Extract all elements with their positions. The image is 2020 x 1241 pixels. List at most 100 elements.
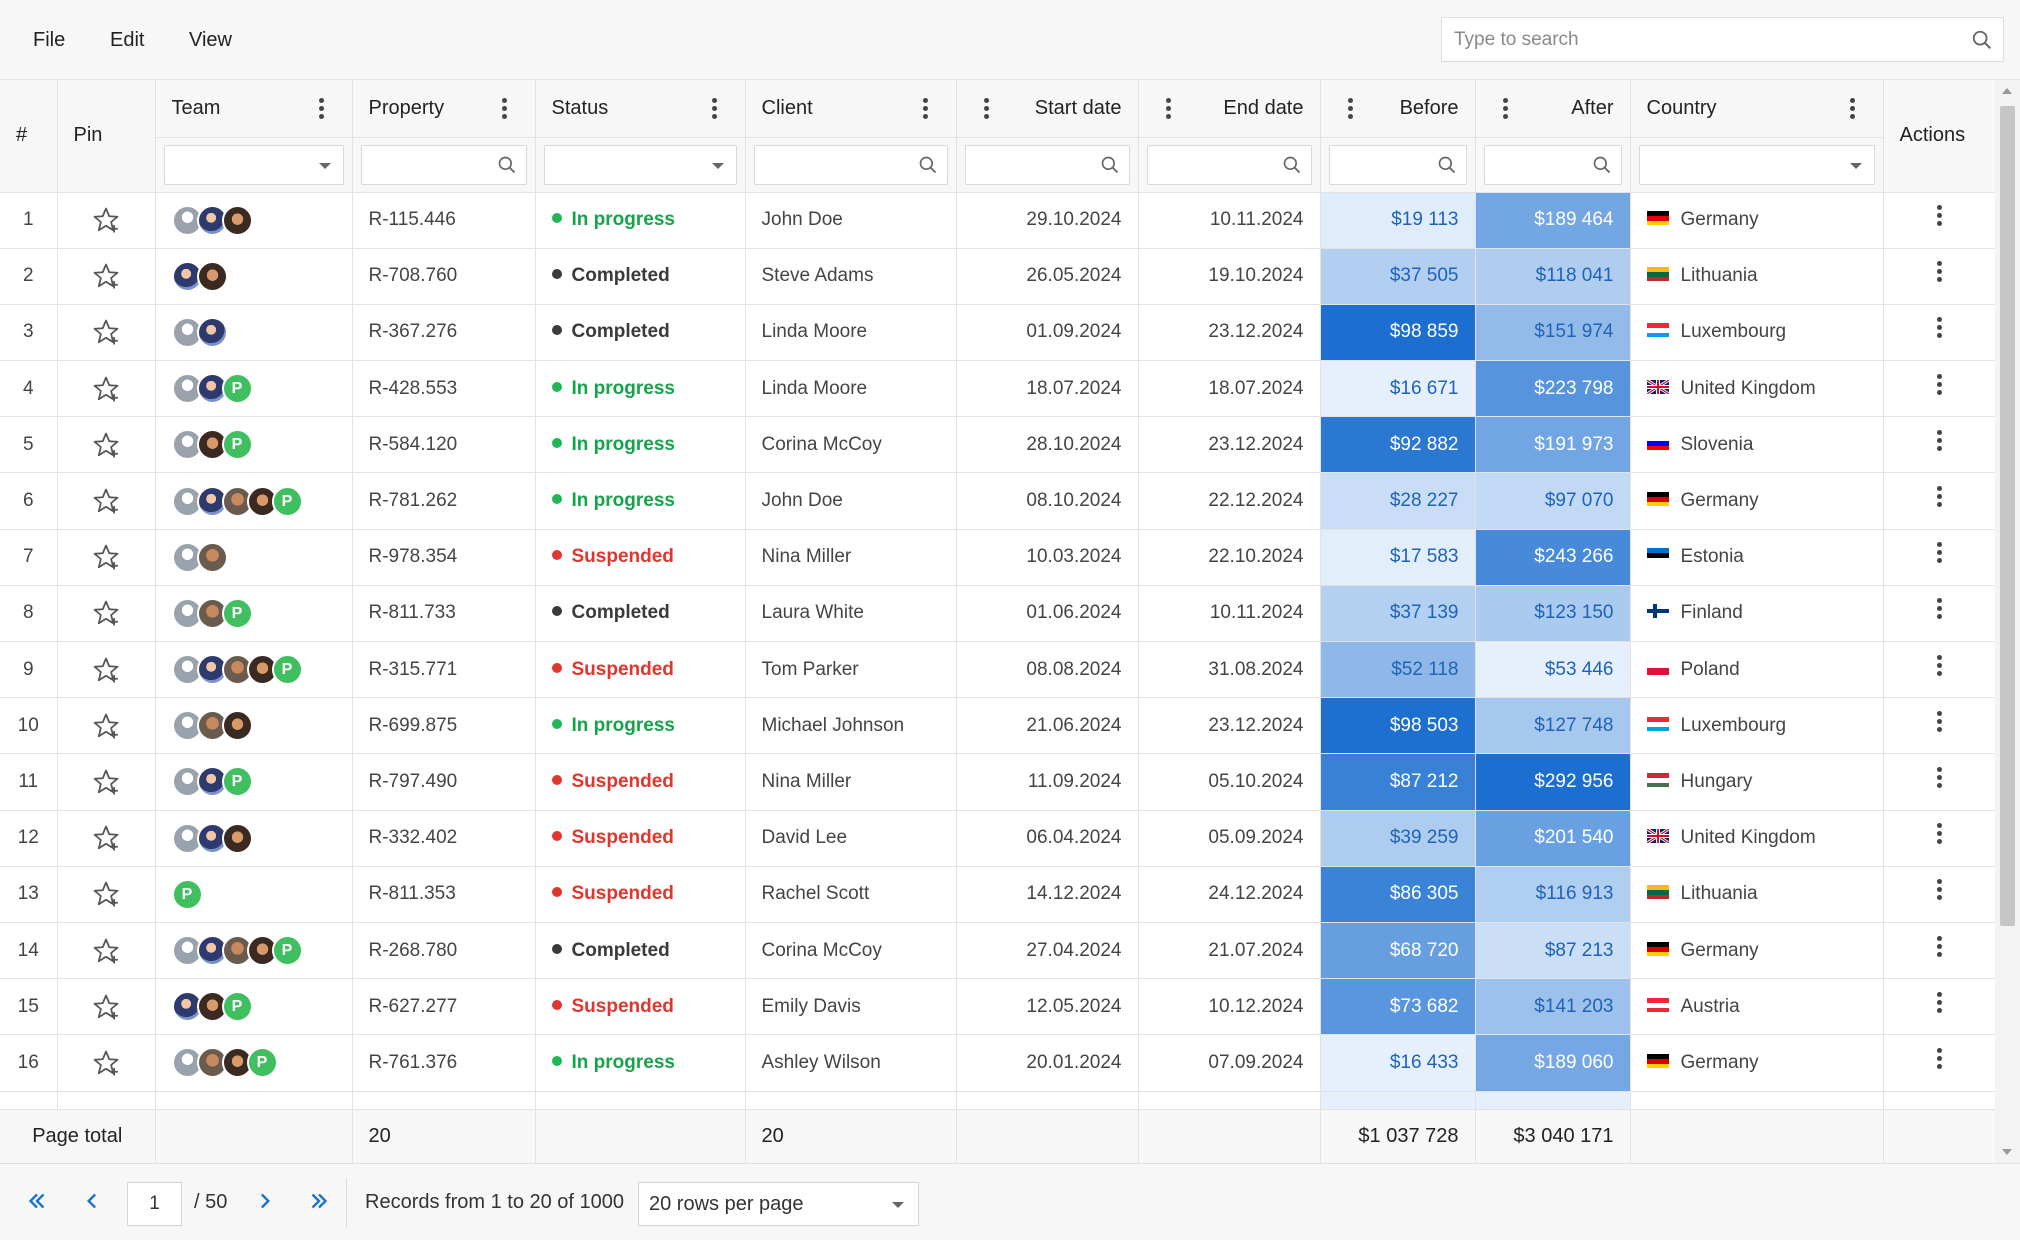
row-actions-icon[interactable]: [1935, 766, 1943, 791]
after-menu-icon[interactable]: [1502, 98, 1510, 120]
row-actions-icon[interactable]: [1935, 823, 1943, 847]
row-actions-icon[interactable]: [1935, 654, 1943, 679]
end-date-filter-input[interactable]: [1146, 144, 1312, 185]
row-actions-icon[interactable]: [1935, 879, 1943, 903]
end-date-menu-icon[interactable]: [1165, 98, 1173, 120]
search-icon[interactable]: [1971, 29, 1993, 51]
pin-star-icon[interactable]: [91, 374, 121, 404]
client-filter-input[interactable]: [753, 144, 948, 185]
row-actions-icon[interactable]: [1935, 991, 1943, 1016]
next-page-icon[interactable]: [251, 1188, 277, 1214]
pin-star-icon[interactable]: [91, 936, 121, 966]
table-row[interactable]: 5 P R-584.120 In progress Corina McCoy 28.10.…: [0, 416, 1995, 474]
col-header-after[interactable]: After: [1475, 80, 1631, 138]
pin-star-icon[interactable]: [91, 992, 121, 1022]
after-filter-input[interactable]: [1483, 144, 1622, 185]
flag-at-icon: [1646, 997, 1669, 1012]
row-actions-icon[interactable]: [1935, 598, 1943, 622]
menu-view[interactable]: View: [189, 29, 232, 51]
pin-star-icon[interactable]: [91, 205, 121, 235]
row-index: 2: [0, 248, 58, 305]
menu-edit[interactable]: Edit: [110, 29, 145, 51]
property-filter-input[interactable]: [360, 144, 527, 185]
actions-cell: [1883, 360, 1995, 418]
col-header-start-date[interactable]: Start date: [956, 80, 1139, 138]
after-cell: $123 150: [1475, 585, 1631, 643]
scroll-down-icon[interactable]: [2002, 1149, 2012, 1155]
start-date-menu-icon[interactable]: [983, 98, 991, 120]
pin-star-icon[interactable]: [91, 542, 121, 572]
first-page-icon[interactable]: [24, 1188, 50, 1214]
menu-file[interactable]: File: [33, 29, 66, 51]
start-date-filter-input[interactable]: [964, 144, 1130, 185]
country-menu-icon[interactable]: [1849, 98, 1857, 120]
pin-star-icon[interactable]: [91, 655, 121, 685]
pin-star-icon[interactable]: [91, 317, 121, 347]
table-row[interactable]: 14 P R-268.780 Completed Corina McCoy 27.04.2…: [0, 922, 1995, 980]
team-cell: [155, 810, 353, 867]
table-row[interactable]: 9 P R-315.771 Suspended Tom Parker 08.08.2024…: [0, 641, 1995, 699]
team-menu-icon[interactable]: [318, 98, 326, 120]
scrollbar-thumb[interactable]: [2000, 106, 2015, 926]
row-actions-icon[interactable]: [1935, 317, 1943, 341]
col-header-team[interactable]: Team: [155, 80, 353, 138]
before-menu-icon[interactable]: [1347, 98, 1355, 120]
table-row[interactable]: 13 P R-811.353 Suspended Rachel Scott 14.12.2…: [0, 866, 1995, 923]
property-menu-icon[interactable]: [501, 98, 509, 120]
pin-star-icon[interactable]: [91, 430, 121, 460]
table-row[interactable]: 11 P R-797.490 Suspended Nina Miller 11.09.20…: [0, 753, 1995, 811]
col-header-status[interactable]: Status: [535, 80, 746, 138]
table-row[interactable]: 4 P R-428.553 In progress Linda Moore 18.07.2…: [0, 360, 1995, 418]
pin-star-icon[interactable]: [91, 767, 121, 797]
col-header-country[interactable]: Country: [1630, 80, 1884, 138]
col-header-property[interactable]: Property: [352, 80, 536, 138]
actions-cell: [1883, 697, 1995, 755]
table-row[interactable]: 8 P R-811.733 Completed Laura White 01.06.202…: [0, 585, 1995, 643]
status-filter-select[interactable]: [543, 144, 737, 185]
previous-page-icon[interactable]: [80, 1188, 106, 1214]
last-page-icon[interactable]: [306, 1188, 332, 1214]
row-actions-icon[interactable]: [1935, 542, 1943, 566]
pin-star-icon[interactable]: [91, 879, 121, 909]
status-cell: Suspended: [535, 753, 746, 811]
pin-star-icon[interactable]: [91, 486, 121, 516]
table-row[interactable]: 7 R-978.354 Suspended Nina Miller 10.03.2024…: [0, 529, 1995, 586]
search-input[interactable]: [1442, 18, 1942, 61]
row-actions-icon[interactable]: [1935, 1047, 1943, 1072]
row-actions-icon[interactable]: [1935, 373, 1943, 398]
rows-per-page-select[interactable]: 20 rows per page: [638, 1182, 919, 1226]
pin-star-icon[interactable]: [91, 823, 121, 853]
table-row[interactable]: 10 R-699.875 In progress Michael Johnson 21.…: [0, 697, 1995, 755]
client-menu-icon[interactable]: [922, 98, 930, 120]
col-header-client[interactable]: Client: [745, 80, 957, 138]
status-menu-icon[interactable]: [711, 98, 719, 120]
row-actions-icon[interactable]: [1935, 205, 1943, 229]
row-actions-icon[interactable]: [1935, 486, 1943, 510]
row-actions-icon[interactable]: [1935, 429, 1943, 454]
client-cell: Emily Davis: [745, 978, 957, 1036]
country-filter-select[interactable]: [1638, 144, 1875, 185]
pin-star-icon[interactable]: [91, 1048, 121, 1078]
table-row[interactable]: 6 P R-781.262 In progress John Doe 08.10.2024…: [0, 472, 1995, 530]
table-row[interactable]: 2 R-708.760 Completed Steve Adams 26.05.2024…: [0, 248, 1995, 305]
footer-start: [956, 1108, 1139, 1163]
page-number-input[interactable]: [127, 1182, 182, 1226]
pin-star-icon[interactable]: [91, 598, 121, 628]
before-filter-input[interactable]: [1328, 144, 1467, 185]
pin-star-icon[interactable]: [91, 711, 121, 741]
pin-star-icon[interactable]: [91, 261, 121, 291]
team-filter-select[interactable]: [163, 144, 344, 185]
table-row[interactable]: 16 P R-761.376 In progress Ashley Wilson 20.0…: [0, 1034, 1995, 1092]
row-actions-icon[interactable]: [1935, 935, 1943, 960]
col-header-end-date[interactable]: End date: [1138, 80, 1321, 138]
scroll-up-icon[interactable]: [2002, 88, 2012, 94]
row-actions-icon[interactable]: [1935, 261, 1943, 285]
row-actions-icon[interactable]: [1935, 710, 1943, 735]
table-row[interactable]: 1 R-115.446 In progress John Doe 29.10.2024 1…: [0, 192, 1995, 249]
table-row[interactable]: 3 R-367.276 Completed Linda Moore 01.09.2024…: [0, 304, 1995, 362]
status-dot-icon: [551, 943, 562, 954]
col-header-before[interactable]: Before: [1320, 80, 1476, 138]
table-row[interactable]: 12 R-332.402 Suspended David Lee 06.04.2024 0…: [0, 810, 1995, 867]
table-row[interactable]: 15 P R-627.277 Suspended Emily Davis 12.05.20…: [0, 978, 1995, 1036]
vertical-scrollbar[interactable]: [1995, 80, 2020, 1163]
